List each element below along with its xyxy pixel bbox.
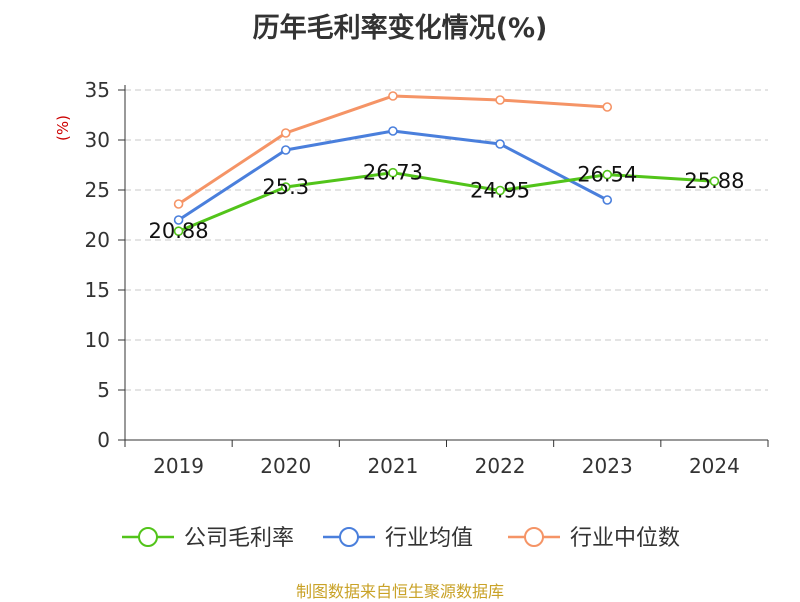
data-label: 20.88 bbox=[149, 219, 209, 243]
y-axis-label: (%) bbox=[54, 115, 72, 141]
data-point bbox=[280, 128, 291, 138]
legend-marker bbox=[339, 527, 359, 547]
legend-marker bbox=[524, 527, 544, 547]
data-point bbox=[495, 185, 505, 196]
data-point bbox=[388, 91, 398, 101]
data-point bbox=[709, 176, 720, 186]
y-tick-label: 25 bbox=[85, 178, 110, 202]
y-tick-label: 15 bbox=[85, 278, 110, 302]
legend-label: 公司毛利率 bbox=[184, 526, 294, 551]
x-tick-label: 2020 bbox=[260, 454, 311, 478]
legend-marker bbox=[138, 527, 158, 547]
data-point bbox=[173, 215, 184, 225]
data-point bbox=[495, 95, 505, 105]
legend-label: 行业中位数 bbox=[570, 526, 680, 551]
data-label: 25.88 bbox=[684, 169, 744, 193]
data-point bbox=[602, 102, 613, 112]
data-point bbox=[495, 139, 505, 149]
series-line bbox=[177, 94, 608, 206]
data-label: 26.54 bbox=[577, 163, 637, 187]
data-label: 26.73 bbox=[363, 161, 423, 185]
legend-label: 行业均值 bbox=[385, 526, 473, 551]
data-point bbox=[280, 145, 291, 155]
y-tick-label: 5 bbox=[97, 378, 110, 402]
data-point bbox=[602, 195, 613, 205]
y-tick-label: 30 bbox=[85, 128, 110, 152]
data-point bbox=[602, 169, 613, 180]
y-tick-label: 20 bbox=[85, 228, 110, 252]
data-point bbox=[173, 199, 184, 209]
y-tick-label: 10 bbox=[85, 328, 110, 352]
data-point bbox=[280, 182, 291, 192]
source-note: 制图数据来自恒生聚源数据库 bbox=[295, 582, 504, 601]
x-tick-label: 2021 bbox=[367, 454, 418, 478]
data-label: 24.95 bbox=[470, 179, 530, 203]
y-tick-label: 0 bbox=[97, 428, 110, 452]
series-line bbox=[178, 171, 715, 233]
x-tick-label: 2022 bbox=[475, 454, 526, 478]
data-point bbox=[173, 226, 184, 236]
x-tick-label: 2023 bbox=[582, 454, 633, 478]
data-point bbox=[388, 126, 398, 136]
data-point bbox=[388, 167, 398, 178]
y-tick-label: 35 bbox=[85, 78, 110, 102]
x-tick-label: 2024 bbox=[689, 454, 740, 478]
data-label: 25.3 bbox=[262, 175, 309, 199]
chart-title: 历年毛利率变化情况(%) bbox=[252, 13, 548, 44]
x-tick-label: 2019 bbox=[153, 454, 204, 478]
